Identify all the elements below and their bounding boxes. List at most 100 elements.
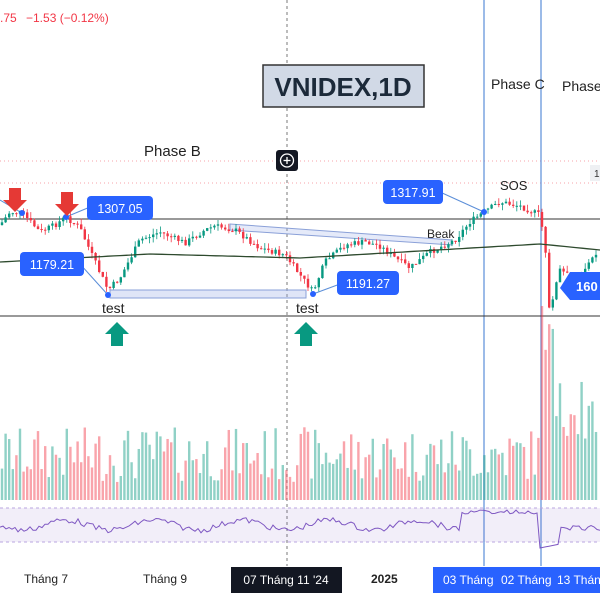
volume-bar (339, 453, 342, 500)
volume-bar (332, 463, 335, 500)
candle-body (548, 252, 551, 308)
candle-body (195, 236, 198, 238)
time-label: 03 Tháng (443, 573, 494, 587)
volume-bar (436, 464, 439, 500)
candle-body (137, 240, 140, 247)
candlestick-series[interactable] (0, 197, 598, 311)
price-label-1191[interactable]: 1191.27 (337, 271, 399, 295)
arrow-up-icon[interactable] (105, 322, 129, 346)
volume-bar (112, 465, 115, 500)
volume-bar (166, 438, 169, 500)
volume-bar (440, 439, 443, 500)
chart-title-box[interactable] (262, 64, 425, 108)
candle-body (479, 213, 482, 217)
volume-bar (101, 480, 104, 500)
volume-bar (62, 474, 65, 500)
arrow-down-icon[interactable] (55, 192, 79, 216)
volume-bar (209, 476, 212, 500)
volume-bar (522, 446, 526, 500)
candle-body (198, 235, 202, 238)
volume-bar (69, 446, 72, 500)
candle-body (80, 224, 83, 230)
candle-body (486, 208, 490, 210)
chart-title: VNIDEX,1D (274, 72, 411, 102)
candle-body (501, 203, 504, 205)
price-label-1307[interactable]: 1307.05 (87, 196, 153, 220)
candle-body (98, 260, 101, 273)
volume-bar (177, 472, 180, 500)
volume-bar (515, 442, 518, 500)
volume-bar (54, 454, 58, 500)
candle-body (371, 243, 374, 245)
candle-body (386, 247, 389, 254)
price-label-1179[interactable]: 1179.21 (20, 252, 84, 276)
candle-body (51, 223, 54, 226)
candle-body (299, 271, 302, 276)
marker-dot (310, 291, 316, 297)
right-level-text: 1 (594, 169, 600, 180)
candle-body (159, 232, 162, 234)
candle-body (224, 227, 227, 230)
time-label: 02 Tháng (501, 573, 552, 587)
volume-bar (51, 446, 54, 500)
volume-series[interactable] (0, 306, 598, 500)
arrow-down-icon[interactable] (3, 188, 27, 212)
candle-body (242, 231, 245, 239)
candle-body (206, 228, 209, 231)
candle-body (44, 229, 47, 231)
volume-bar (116, 481, 119, 500)
candle-body (256, 244, 259, 249)
volume-bar (72, 462, 76, 500)
candle-body (141, 238, 144, 241)
volume-bar (486, 472, 490, 500)
arrow-up-icon[interactable] (294, 322, 318, 346)
channel-band-top[interactable] (229, 223, 453, 246)
volume-bar (252, 460, 256, 500)
volume-bar (396, 468, 400, 500)
volume-bar (357, 441, 360, 500)
volume-bar (353, 469, 356, 500)
candle-body (180, 239, 184, 242)
candle-body (249, 237, 252, 244)
candle-body (422, 255, 425, 260)
candle-body (216, 224, 220, 226)
candle-body (231, 231, 234, 233)
plus-circle-icon[interactable] (276, 150, 298, 171)
phase-d-label: Phase (562, 78, 600, 94)
volume-bar (65, 428, 68, 500)
volume-bar (476, 473, 479, 500)
connector (312, 283, 341, 295)
candle-body (267, 248, 270, 251)
volume-bar (569, 414, 572, 500)
candle-body (144, 237, 148, 239)
price-label-partial[interactable]: 160 (560, 272, 600, 300)
rsi-line[interactable] (0, 509, 600, 549)
channel-band-bottom[interactable] (109, 289, 307, 299)
volume-bar (18, 428, 22, 500)
volume-bar (83, 427, 86, 500)
volume-bar (443, 472, 446, 500)
candle-body (116, 281, 119, 283)
rsi-panel[interactable] (0, 508, 600, 542)
price-label-1317[interactable]: 1317.91 (383, 180, 443, 204)
volume-bar (558, 383, 562, 500)
candle-body (274, 249, 277, 254)
volume-bar (26, 466, 29, 500)
volume-bar (198, 473, 202, 500)
moving-average-line[interactable] (0, 243, 600, 263)
volume-bar (324, 452, 328, 500)
volume-bar (519, 443, 522, 500)
candle-body (537, 210, 540, 212)
candle-body (227, 229, 230, 232)
volume-bar (126, 430, 130, 500)
candle-body (382, 247, 385, 249)
phase-c-label: Phase C (491, 76, 545, 92)
volume-bar (346, 467, 349, 500)
volume-bar (382, 444, 385, 500)
candle-body (69, 216, 72, 224)
candle-body (90, 246, 94, 253)
volume-bar (245, 443, 248, 500)
candle-body (504, 201, 508, 204)
